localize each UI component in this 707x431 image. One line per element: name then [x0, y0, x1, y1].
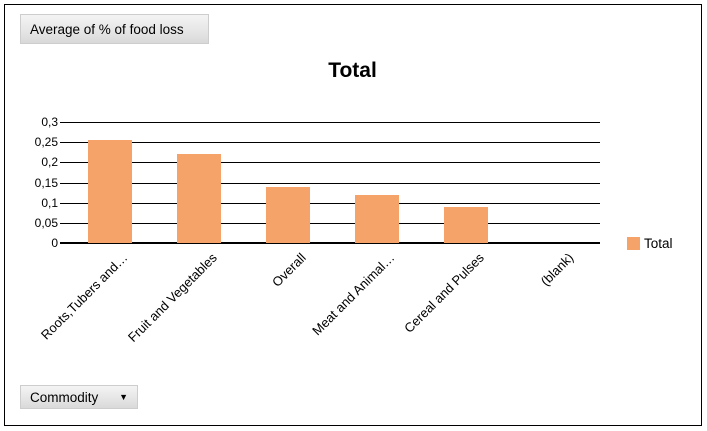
legend: Total	[627, 236, 673, 251]
bar-fruit-and-vegetables[interactable]	[176, 154, 221, 243]
y-axis-tick-label: 0,15	[34, 175, 58, 190]
bar-overall[interactable]	[265, 186, 310, 243]
dropdown-arrow-icon[interactable]: ▼	[119, 391, 128, 402]
bar-meat-and-animal[interactable]	[355, 194, 400, 243]
gridline	[60, 202, 600, 204]
value-field-button[interactable]: Average of % of food loss	[20, 14, 209, 44]
bar-cereal-and-pulses[interactable]	[444, 206, 489, 243]
gridline	[60, 142, 600, 144]
gridline	[60, 122, 600, 123]
y-axis-tick-label: 0	[51, 236, 58, 250]
gridline	[60, 182, 600, 184]
legend-swatch-icon	[627, 237, 640, 250]
y-axis-tick-label: 0,25	[34, 135, 58, 150]
y-axis-tick-label: 0,1	[41, 195, 58, 210]
chart-outer-border	[4, 4, 702, 426]
gridline	[60, 222, 600, 224]
y-axis-tick-label: 0,2	[41, 155, 58, 170]
axis-field-label: Commodity	[30, 389, 99, 405]
gridline	[60, 162, 600, 164]
legend-label: Total	[644, 236, 673, 251]
bar-roots-tubers-and[interactable]	[87, 140, 132, 243]
x-axis-line	[60, 242, 600, 244]
chart-title: Total	[328, 59, 377, 82]
y-axis-tick-label: 0,3	[41, 115, 58, 129]
axis-field-button[interactable]: Commodity ▼	[20, 385, 138, 409]
plot-area	[60, 122, 600, 244]
y-axis-tick-label: 0,05	[34, 215, 58, 230]
